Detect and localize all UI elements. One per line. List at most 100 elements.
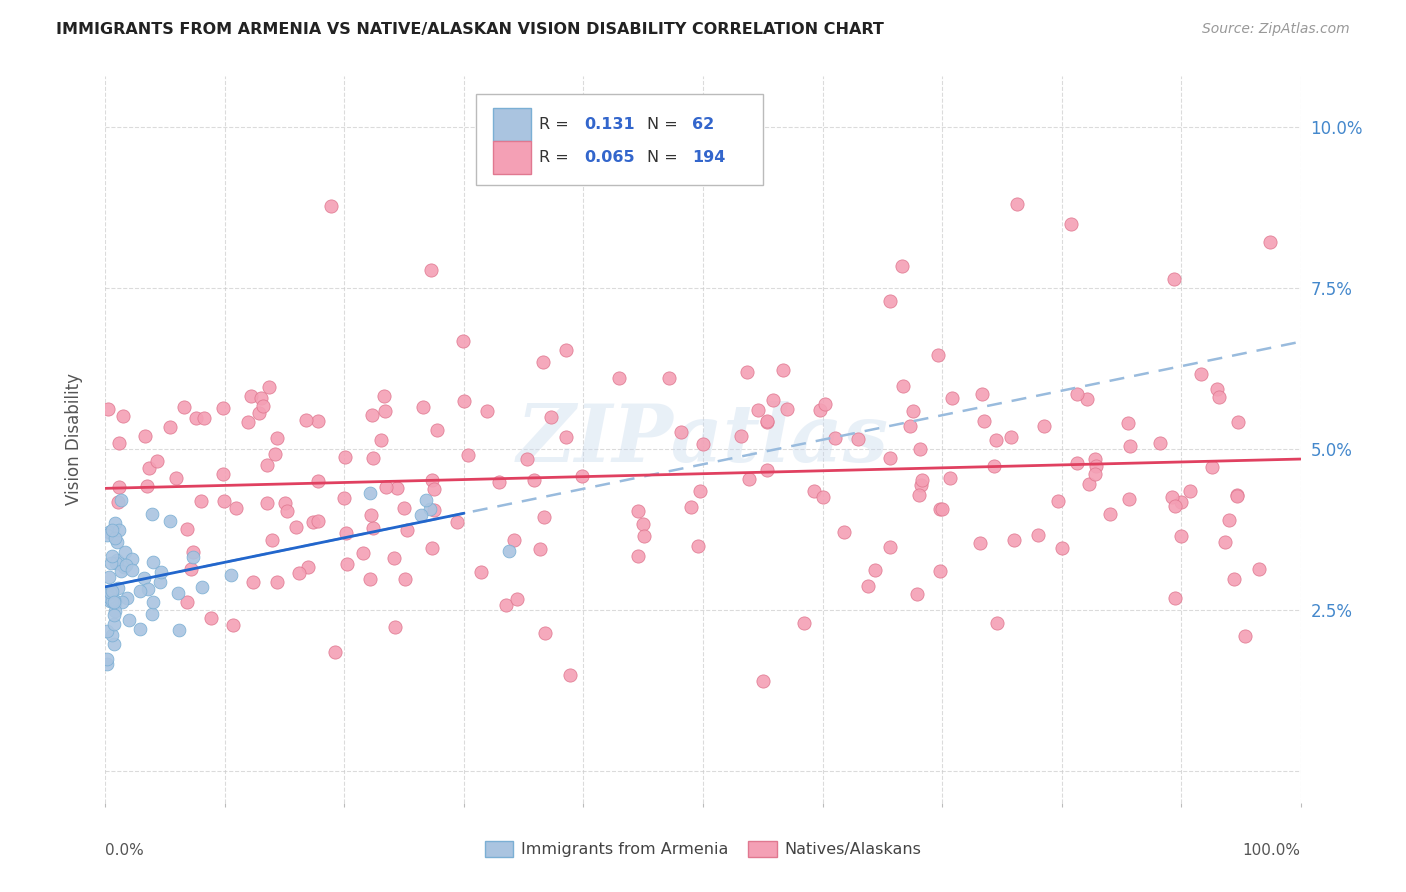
Point	[762, 392, 785, 407]
Point	[107, 582, 129, 596]
Point	[911, 473, 934, 487]
Point	[658, 370, 681, 384]
Text: 100.0%: 100.0%	[1243, 843, 1301, 858]
Point	[212, 401, 235, 415]
Point	[426, 423, 449, 437]
Point	[856, 579, 879, 593]
Point	[1116, 416, 1139, 430]
Point	[98, 570, 121, 584]
Point	[984, 433, 1007, 447]
Point	[1227, 415, 1250, 429]
FancyBboxPatch shape	[475, 94, 762, 185]
Point	[225, 500, 247, 515]
Point	[173, 400, 195, 414]
Point	[1084, 467, 1107, 481]
Point	[534, 626, 557, 640]
Point	[495, 599, 517, 613]
Point	[411, 508, 433, 523]
Point	[516, 452, 538, 467]
Point	[523, 474, 546, 488]
Point	[103, 592, 125, 607]
Point	[811, 491, 834, 505]
Point	[105, 552, 128, 566]
Point	[105, 556, 128, 570]
Point	[1164, 499, 1187, 513]
Point	[266, 431, 288, 445]
Point	[159, 420, 181, 434]
Legend: Immigrants from Armenia, Natives/Alaskans: Immigrants from Armenia, Natives/Alaskan…	[478, 835, 928, 863]
Point	[776, 402, 799, 417]
Point	[446, 515, 468, 529]
Text: Source: ZipAtlas.com: Source: ZipAtlas.com	[1202, 22, 1350, 37]
Point	[1206, 383, 1229, 397]
Point	[477, 404, 499, 418]
Point	[419, 262, 441, 277]
Point	[415, 492, 437, 507]
Point	[423, 503, 446, 517]
Point	[1163, 272, 1185, 286]
Point	[103, 595, 125, 609]
Point	[1119, 439, 1142, 453]
Point	[100, 584, 122, 599]
Point	[96, 624, 118, 638]
Point	[104, 532, 127, 546]
Point	[910, 478, 932, 492]
Point	[1247, 562, 1270, 576]
Point	[832, 524, 855, 539]
Point	[540, 410, 562, 425]
Point	[374, 480, 396, 494]
Point	[396, 523, 419, 537]
Point	[1218, 513, 1240, 527]
Point	[297, 560, 319, 574]
Point	[169, 624, 191, 638]
Point	[1066, 456, 1088, 470]
Point	[190, 494, 212, 508]
Point	[360, 508, 382, 522]
Point	[359, 485, 381, 500]
Point	[879, 450, 901, 465]
Point	[101, 628, 124, 642]
Point	[392, 500, 415, 515]
Point	[129, 622, 152, 636]
Point	[96, 657, 118, 671]
Point	[264, 446, 287, 460]
Point	[939, 470, 962, 484]
Point	[212, 494, 235, 508]
Point	[747, 403, 769, 417]
Point	[107, 523, 129, 537]
Point	[257, 380, 280, 394]
Point	[558, 668, 581, 682]
Point	[529, 541, 551, 556]
Point	[972, 387, 994, 401]
Point	[384, 620, 406, 634]
Point	[1208, 390, 1230, 404]
Point	[118, 613, 141, 627]
Point	[505, 592, 527, 607]
Point	[96, 588, 118, 602]
Point	[973, 414, 995, 428]
Point	[1033, 418, 1056, 433]
Point	[307, 514, 329, 528]
Point	[96, 651, 118, 665]
Point	[453, 394, 475, 409]
Point	[1085, 459, 1108, 474]
Point	[190, 581, 212, 595]
Point	[986, 616, 1008, 631]
Point	[814, 397, 837, 411]
Point	[103, 637, 125, 651]
Point	[905, 587, 928, 601]
Point	[141, 607, 163, 621]
Point	[1164, 591, 1187, 606]
Point	[256, 496, 278, 510]
Point	[98, 594, 121, 608]
Text: IMMIGRANTS FROM ARMENIA VS NATIVE/ALASKAN VISION DISABILITY CORRELATION CHART: IMMIGRANTS FROM ARMENIA VS NATIVE/ALASKA…	[56, 22, 884, 37]
Point	[1060, 217, 1083, 231]
Point	[323, 645, 346, 659]
Point	[1226, 488, 1249, 502]
Point	[1005, 197, 1028, 211]
Point	[1222, 572, 1244, 586]
Point	[97, 524, 120, 539]
Text: R =: R =	[540, 117, 574, 132]
Point	[285, 520, 308, 534]
Point	[1170, 495, 1192, 509]
